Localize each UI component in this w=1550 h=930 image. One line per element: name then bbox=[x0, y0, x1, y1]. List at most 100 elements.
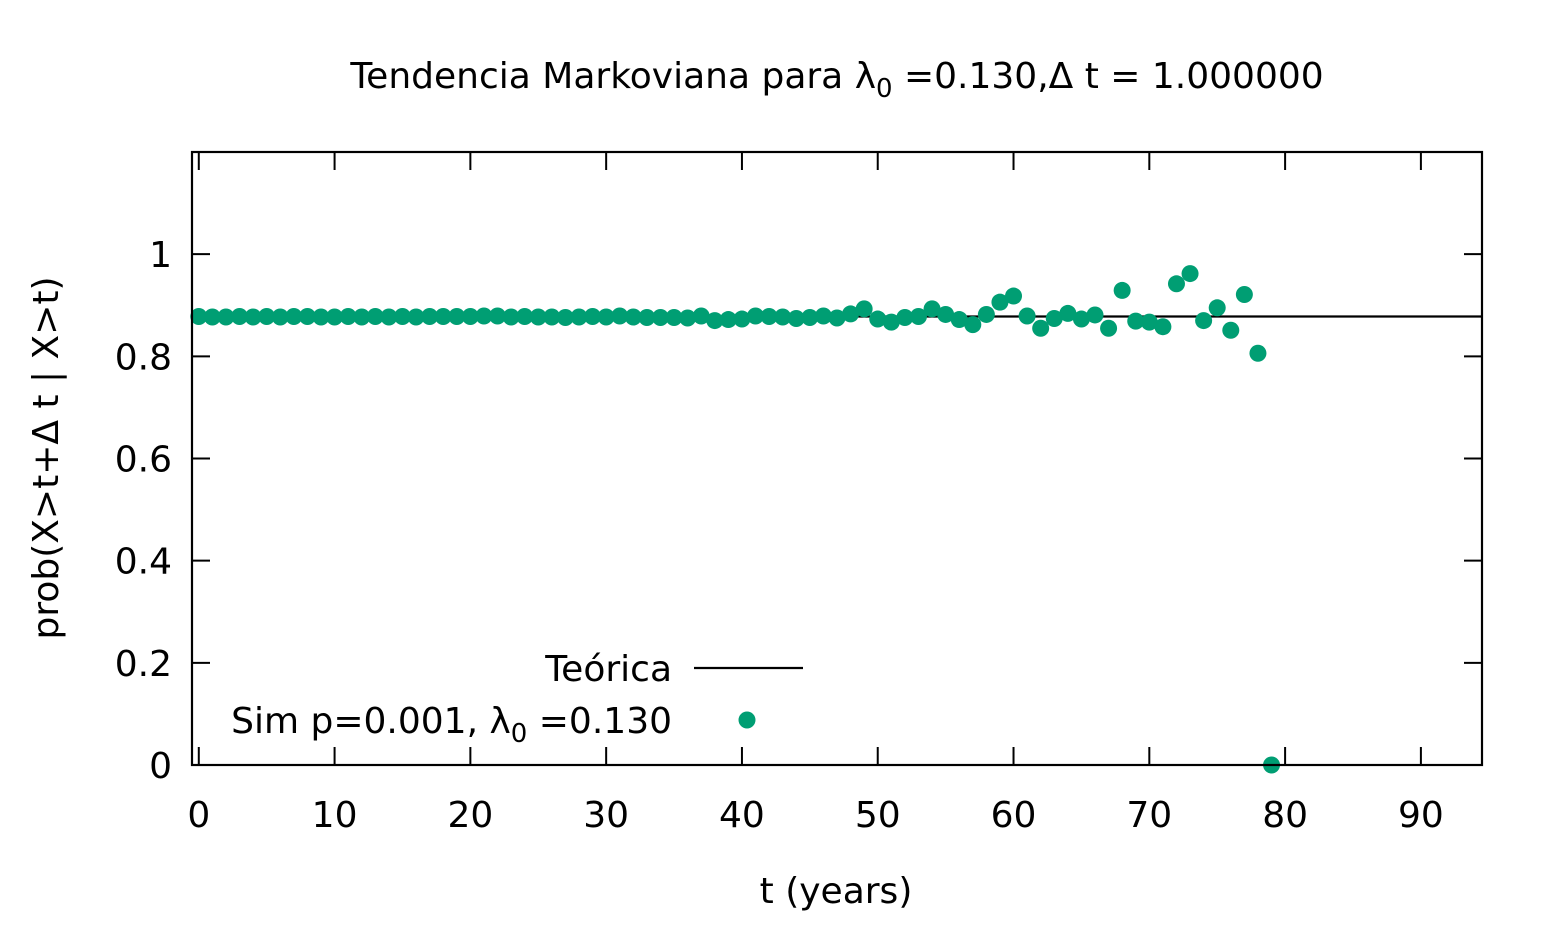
data-point bbox=[665, 309, 683, 327]
x-tick-label: 20 bbox=[447, 795, 493, 836]
data-point bbox=[339, 307, 357, 325]
data-point bbox=[543, 308, 561, 326]
data-point bbox=[882, 313, 900, 331]
x-tick-label: 30 bbox=[583, 795, 629, 836]
legend-marker-sim bbox=[738, 711, 756, 729]
data-point bbox=[271, 308, 289, 326]
data-point bbox=[1113, 281, 1131, 299]
data-point bbox=[760, 307, 778, 325]
data-point bbox=[244, 308, 262, 326]
x-tick-label: 40 bbox=[719, 795, 765, 836]
data-point bbox=[774, 308, 792, 326]
legend-sim-lambda: λ bbox=[489, 701, 510, 742]
data-point bbox=[380, 308, 398, 326]
data-point bbox=[787, 310, 805, 328]
data-point bbox=[584, 307, 602, 325]
data-point bbox=[407, 308, 425, 326]
data-point bbox=[312, 308, 330, 326]
data-point bbox=[747, 307, 765, 325]
legend-sim-subscript: 0 bbox=[511, 719, 528, 749]
data-point bbox=[516, 307, 534, 325]
data-point bbox=[733, 310, 751, 328]
data-point bbox=[448, 307, 466, 325]
x-axis-label: t (years) bbox=[760, 871, 913, 912]
data-point bbox=[1222, 321, 1240, 339]
x-tick-label: 10 bbox=[312, 795, 358, 836]
data-point bbox=[285, 307, 303, 325]
chart-title-prefix: Tendencia Markoviana para bbox=[349, 56, 854, 97]
data-point bbox=[1018, 307, 1036, 325]
legend: Teórica Sim p=0.001, λ0 =0.130 bbox=[231, 649, 803, 749]
data-point bbox=[1127, 312, 1145, 330]
data-point bbox=[611, 307, 629, 325]
data-point bbox=[1045, 310, 1063, 328]
x-tick-label: 0 bbox=[187, 795, 210, 836]
data-point bbox=[597, 308, 615, 326]
data-point bbox=[801, 309, 819, 327]
data-point bbox=[529, 308, 547, 326]
data-point bbox=[964, 316, 982, 334]
data-point bbox=[502, 308, 520, 326]
data-point bbox=[298, 307, 316, 325]
data-point bbox=[556, 309, 574, 327]
chart-title-lambda: λ bbox=[855, 56, 876, 97]
data-point bbox=[461, 307, 479, 325]
data-point bbox=[353, 308, 371, 326]
data-point bbox=[977, 305, 995, 323]
data-point bbox=[624, 308, 642, 326]
data-point bbox=[421, 307, 439, 325]
data-point bbox=[706, 312, 724, 330]
data-point bbox=[842, 305, 860, 323]
data-point bbox=[869, 310, 887, 328]
y-axis-label: prob(X>t+Δ t | X>t) bbox=[26, 276, 67, 639]
data-point bbox=[855, 300, 873, 318]
data-point bbox=[489, 307, 507, 325]
data-point bbox=[1059, 304, 1077, 322]
data-point bbox=[570, 308, 588, 326]
data-point bbox=[692, 307, 710, 325]
y-tick-label: 0 bbox=[149, 746, 172, 787]
data-point bbox=[1181, 265, 1199, 283]
plot-frame bbox=[190, 150, 1484, 767]
y-tick-label: 0.4 bbox=[115, 542, 172, 583]
x-tick-label: 60 bbox=[991, 795, 1037, 836]
data-point bbox=[1032, 319, 1050, 337]
legend-label-theory: Teórica bbox=[544, 649, 672, 690]
x-tick-label: 80 bbox=[1262, 795, 1308, 836]
data-point bbox=[217, 308, 235, 326]
data-point bbox=[679, 309, 697, 327]
chart-title-subscript: 0 bbox=[876, 74, 893, 104]
data-point bbox=[258, 307, 276, 325]
data-point bbox=[434, 307, 452, 325]
legend-sim-prefix: Sim p=0.001, bbox=[231, 701, 489, 742]
data-point bbox=[896, 309, 914, 327]
chart-title-suffix: =0.130,Δ t = 1.000000 bbox=[893, 56, 1324, 97]
data-point bbox=[1154, 318, 1172, 336]
data-points bbox=[190, 265, 1281, 774]
data-point bbox=[190, 307, 208, 325]
data-point bbox=[1100, 319, 1118, 337]
data-point bbox=[651, 309, 669, 327]
data-point bbox=[1249, 344, 1267, 362]
legend-sim-suffix: =0.130 bbox=[527, 701, 672, 742]
data-point bbox=[814, 307, 832, 325]
data-point bbox=[1195, 312, 1213, 330]
y-axis: 0 0.2 0.4 0.6 0.8 1 bbox=[115, 235, 1482, 787]
data-point bbox=[937, 305, 955, 323]
legend-label-sim: Sim p=0.001, λ0 =0.130 bbox=[231, 701, 672, 749]
data-point bbox=[231, 307, 249, 325]
x-axis: 0 10 20 30 40 50 60 70 80 90 bbox=[187, 152, 1444, 836]
data-point bbox=[475, 307, 493, 325]
data-point bbox=[991, 293, 1009, 311]
data-point bbox=[828, 309, 846, 327]
data-point bbox=[1235, 286, 1253, 304]
data-point bbox=[1140, 313, 1158, 331]
data-point bbox=[203, 308, 221, 326]
data-point bbox=[1167, 275, 1185, 293]
data-point bbox=[909, 307, 927, 325]
data-point bbox=[923, 300, 941, 318]
data-point bbox=[1086, 306, 1104, 324]
data-point bbox=[638, 309, 656, 327]
x-tick-label: 90 bbox=[1398, 795, 1444, 836]
